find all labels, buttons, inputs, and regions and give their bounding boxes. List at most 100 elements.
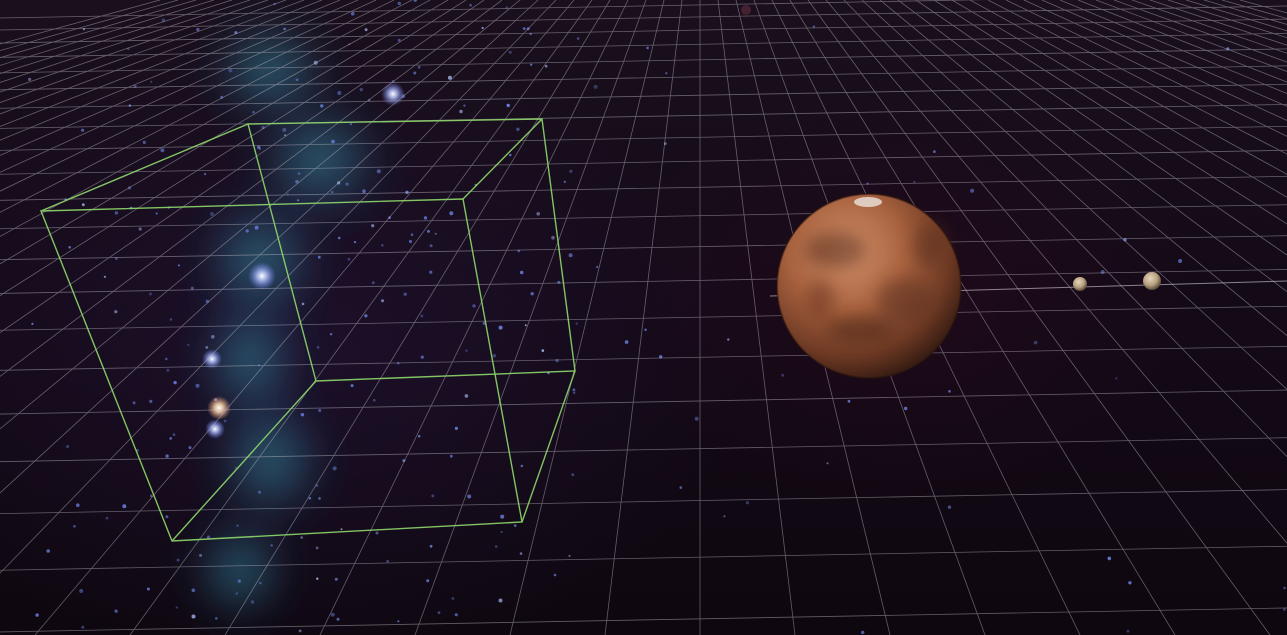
star — [300, 536, 304, 539]
star — [334, 577, 338, 581]
star — [337, 236, 341, 240]
star — [273, 2, 276, 5]
grid-line — [1041, 0, 1287, 107]
star — [386, 560, 390, 563]
star — [826, 462, 829, 465]
star — [68, 246, 71, 249]
star — [1115, 377, 1118, 380]
star — [381, 244, 384, 247]
star — [188, 446, 192, 450]
grid-line — [1239, 0, 1287, 14]
star — [353, 241, 357, 244]
grid-line — [789, 0, 1176, 635]
star — [376, 169, 381, 174]
star — [169, 318, 173, 321]
star — [220, 95, 224, 99]
planet-surface-markings — [805, 223, 946, 344]
star — [1283, 608, 1286, 611]
star — [781, 373, 785, 377]
star — [340, 528, 343, 531]
star — [345, 182, 349, 186]
star — [127, 186, 132, 190]
grid-line — [604, 0, 683, 635]
star — [79, 589, 84, 593]
star — [176, 558, 180, 562]
star — [459, 109, 463, 114]
grid-line — [861, 0, 1287, 390]
star — [508, 50, 512, 54]
star — [166, 368, 170, 372]
mars-planet[interactable] — [776, 193, 962, 379]
bright-stars — [202, 5, 751, 439]
star — [142, 140, 146, 144]
star — [413, 0, 417, 2]
star — [66, 445, 70, 448]
grid-line — [843, 0, 1287, 458]
star — [308, 497, 312, 500]
star — [727, 338, 730, 341]
star — [1178, 259, 1183, 263]
star — [105, 516, 109, 520]
grid-line — [1095, 0, 1287, 73]
star — [553, 573, 557, 577]
grid-line — [825, 0, 1287, 544]
grid-line — [0, 0, 449, 265]
star — [679, 486, 683, 489]
grid-line — [0, 345, 1287, 371]
star — [161, 18, 166, 22]
moon-deimos[interactable] — [1143, 272, 1161, 290]
star — [127, 47, 130, 51]
grid-line — [1131, 0, 1287, 54]
star — [173, 380, 177, 385]
star — [420, 355, 424, 359]
star — [169, 437, 172, 440]
star — [254, 225, 259, 230]
star — [284, 134, 287, 137]
grid-line — [0, 125, 1287, 151]
star — [509, 153, 512, 157]
grid-line — [0, 0, 521, 430]
star — [506, 103, 510, 108]
star — [646, 46, 649, 50]
star — [298, 629, 302, 633]
star — [1128, 581, 1132, 585]
star — [388, 216, 391, 220]
star — [115, 257, 118, 260]
star — [76, 503, 80, 508]
star — [429, 244, 433, 248]
grid-line — [0, 0, 179, 52]
star — [199, 553, 203, 557]
star — [350, 11, 355, 16]
nebula — [185, 10, 395, 630]
star — [81, 128, 85, 132]
star — [149, 399, 153, 403]
star — [128, 104, 132, 107]
star — [155, 212, 158, 215]
grid-line — [0, 305, 1287, 331]
grid-line — [0, 104, 1287, 129]
grid-line — [0, 175, 1287, 201]
star — [516, 127, 520, 131]
star — [505, 6, 509, 9]
star — [568, 554, 571, 558]
wireframe-cube[interactable] — [39, 118, 576, 542]
moon-phobos[interactable] — [1073, 277, 1087, 291]
star — [464, 394, 469, 398]
star — [866, 182, 869, 185]
grid-line — [0, 545, 1287, 571]
star — [364, 314, 368, 318]
star — [541, 349, 545, 352]
star — [313, 60, 318, 65]
star — [223, 419, 227, 423]
star — [81, 625, 85, 629]
star — [1107, 556, 1112, 561]
grid-line — [0, 607, 1287, 633]
star — [500, 531, 503, 533]
star — [165, 515, 169, 519]
star — [347, 257, 351, 261]
grid-line — [933, 0, 1287, 225]
star — [31, 322, 34, 325]
